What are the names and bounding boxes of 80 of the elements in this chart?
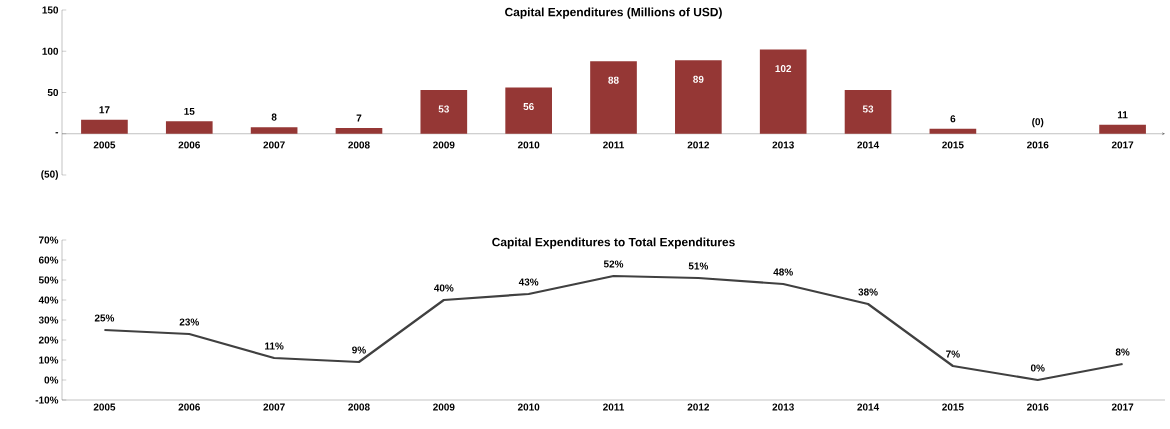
x-tick-label: 2014	[857, 403, 880, 411]
data-label: 7%	[946, 350, 960, 358]
y-tick-label: 150	[42, 6, 59, 14]
x-tick-label: 2008	[348, 403, 370, 411]
data-label: 15	[184, 107, 195, 115]
bar	[420, 90, 468, 134]
data-label: 56	[523, 103, 534, 111]
data-label: 11%	[265, 342, 284, 350]
x-tick-label: 2016	[1027, 403, 1049, 411]
x-tick-label: 2011	[603, 403, 625, 411]
y-tick-label: 60%	[38, 256, 59, 264]
y-tick-label: 70%	[38, 236, 59, 244]
bar	[759, 49, 807, 134]
x-tick-label: 2010	[517, 403, 540, 411]
data-label: 102	[775, 65, 792, 73]
y-tick-label: 50	[47, 88, 59, 97]
x-tick-label: 2016	[1027, 141, 1049, 149]
data-label: 38%	[858, 288, 878, 296]
x-tick-label: 2015	[942, 403, 964, 411]
chart-title: Capital Expenditures (Millions of USD)	[505, 7, 722, 19]
bar	[929, 128, 977, 134]
x-tick-label: 2017	[1111, 403, 1134, 411]
x-tick-label: 2005	[93, 141, 116, 149]
bar	[590, 61, 637, 134]
data-label: (0)	[1032, 117, 1044, 128]
data-label: 88	[608, 76, 619, 84]
bar	[505, 87, 552, 134]
y-tick-label: 20%	[38, 336, 59, 344]
bar	[844, 90, 892, 134]
data-label: 7	[356, 114, 362, 122]
data-label: 8%	[1115, 348, 1130, 356]
x-tick-label: 2007	[263, 141, 285, 149]
x-tick-label: 2011	[603, 141, 625, 149]
y-tick-label: -10%	[35, 396, 59, 404]
x-tick-label: 2015	[942, 141, 964, 149]
x-tick-label: 2013	[772, 403, 794, 411]
y-tick-label: 0%	[44, 376, 59, 384]
bar	[165, 121, 213, 134]
y-tick-label: 40%	[38, 296, 59, 304]
y-tick-label: 10%	[39, 356, 59, 364]
x-tick-label: 2013	[772, 141, 794, 149]
data-label: 0%	[1030, 364, 1045, 372]
x-tick-label: 2009	[433, 403, 455, 411]
y-tick-label: 100	[42, 47, 59, 55]
data-label: 52%	[603, 260, 624, 268]
x-tick-label: 2012	[687, 141, 710, 149]
x-tick-label: 2009	[433, 141, 455, 149]
bar	[335, 127, 383, 134]
x-tick-label: 2010	[517, 141, 540, 149]
y-tick-label: 50%	[38, 276, 59, 284]
y-tick-label: 30%	[38, 316, 59, 324]
data-label: 53	[438, 105, 449, 113]
data-label: 25%	[94, 314, 115, 322]
data-label: 43%	[518, 278, 539, 286]
data-label: 8	[271, 113, 277, 121]
x-tick-label: 2017	[1111, 141, 1134, 149]
x-tick-label: 2012	[687, 403, 710, 411]
x-tick-label: 2008	[348, 141, 370, 149]
bar	[675, 60, 722, 134]
data-label: 6	[950, 115, 956, 123]
y-tick-label: -	[55, 132, 59, 134]
bar	[1099, 124, 1146, 134]
data-label: 23%	[179, 318, 199, 326]
x-tick-label: 2006	[178, 403, 200, 411]
data-label: 53	[862, 105, 874, 113]
data-label: 40%	[434, 284, 454, 292]
data-label: 9%	[352, 346, 366, 354]
data-label: 89	[693, 75, 704, 83]
chart-title: Capital Expenditures to Total Expenditures	[492, 237, 735, 249]
y-tick-label: (50)	[41, 170, 58, 180]
data-label: 48%	[773, 268, 793, 276]
data-label: 51%	[688, 262, 709, 270]
x-tick-label: 2014	[857, 141, 880, 149]
bar	[81, 119, 128, 134]
bar	[250, 127, 298, 134]
x-tick-label: 2006	[178, 141, 200, 149]
data-label: 17	[99, 106, 110, 114]
x-tick-label: 2005	[93, 403, 116, 411]
data-label: 11	[1117, 111, 1128, 119]
x-tick-label: 2007	[263, 403, 285, 411]
